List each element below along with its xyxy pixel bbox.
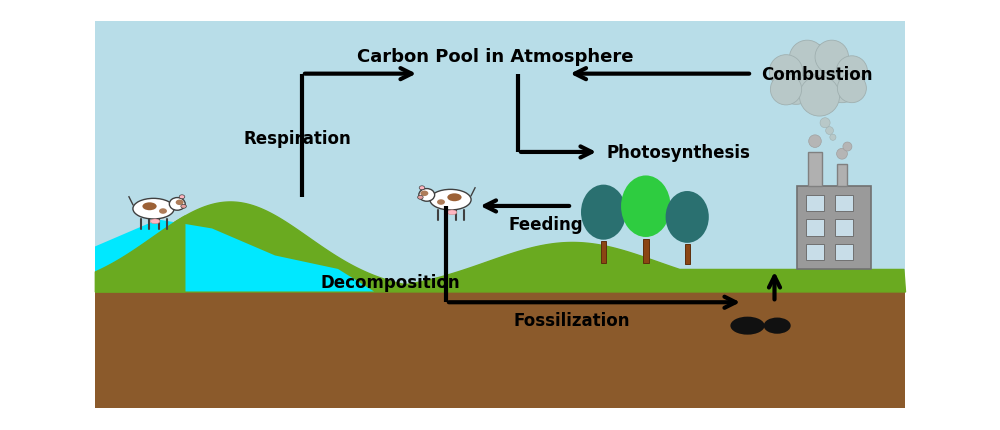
- Ellipse shape: [430, 190, 471, 210]
- Circle shape: [770, 74, 802, 106]
- Circle shape: [836, 57, 867, 88]
- Circle shape: [822, 63, 862, 104]
- Bar: [806, 220, 824, 236]
- Bar: [806, 244, 824, 260]
- Ellipse shape: [419, 186, 425, 190]
- Ellipse shape: [159, 209, 167, 214]
- Circle shape: [799, 77, 840, 117]
- Bar: [808, 153, 822, 187]
- Bar: [835, 244, 853, 260]
- Text: Carbon Pool in Atmosphere: Carbon Pool in Atmosphere: [357, 48, 634, 65]
- Ellipse shape: [181, 205, 186, 209]
- Ellipse shape: [169, 198, 185, 211]
- Bar: [601, 242, 606, 263]
- Bar: [806, 196, 824, 212]
- Ellipse shape: [142, 203, 157, 211]
- Polygon shape: [95, 220, 374, 292]
- Circle shape: [826, 127, 833, 135]
- Circle shape: [775, 64, 817, 105]
- Circle shape: [830, 135, 836, 141]
- Text: Fossilization: Fossilization: [514, 311, 630, 329]
- Bar: [835, 220, 853, 236]
- Ellipse shape: [666, 191, 709, 243]
- Text: Photosynthesis: Photosynthesis: [606, 144, 750, 162]
- Circle shape: [820, 118, 830, 129]
- Bar: [835, 196, 853, 212]
- Ellipse shape: [581, 185, 626, 240]
- Circle shape: [769, 55, 803, 89]
- Text: Feeding: Feeding: [509, 215, 584, 233]
- Circle shape: [790, 46, 849, 104]
- Bar: [797, 187, 871, 269]
- Ellipse shape: [447, 194, 462, 202]
- Ellipse shape: [179, 195, 185, 199]
- Text: Decomposition: Decomposition: [320, 274, 460, 292]
- Ellipse shape: [730, 317, 765, 335]
- Circle shape: [789, 41, 825, 77]
- Text: Combustion: Combustion: [761, 65, 873, 83]
- Circle shape: [837, 149, 847, 160]
- Bar: [684, 245, 690, 265]
- Circle shape: [815, 41, 849, 74]
- Bar: [643, 239, 648, 263]
- Ellipse shape: [150, 219, 160, 224]
- Ellipse shape: [420, 191, 428, 197]
- Bar: [95, 292, 905, 408]
- Ellipse shape: [447, 210, 457, 215]
- Ellipse shape: [176, 200, 184, 206]
- Bar: [837, 164, 847, 187]
- Circle shape: [809, 135, 821, 148]
- Circle shape: [843, 143, 852, 152]
- Ellipse shape: [419, 189, 435, 202]
- Circle shape: [837, 74, 866, 104]
- Text: Respiration: Respiration: [244, 130, 351, 148]
- Ellipse shape: [437, 200, 445, 205]
- Ellipse shape: [133, 199, 174, 219]
- Bar: [95, 22, 905, 292]
- Ellipse shape: [621, 176, 671, 237]
- Ellipse shape: [418, 196, 423, 200]
- Ellipse shape: [764, 318, 791, 334]
